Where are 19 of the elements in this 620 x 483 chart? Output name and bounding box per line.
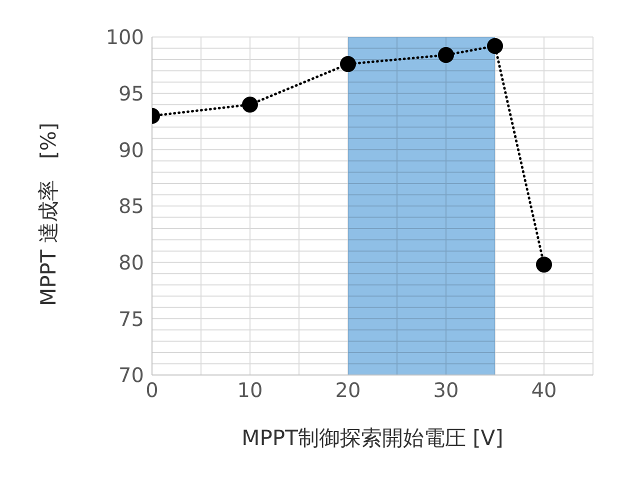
y-tick-label: 100 [106,25,144,50]
y-tick-label: 95 [118,81,144,106]
point [340,56,356,72]
point [438,47,454,64]
y-axis-title: MPPT 達成率 [%] [36,122,60,306]
y-tick-label: 75 [118,306,144,331]
point [242,96,258,113]
x-tick-label: 0 [146,378,158,402]
x-tick-label: 40 [531,378,557,402]
x-tick-label: 10 [237,378,263,402]
y-tick-label: 70 [118,363,144,388]
x-tick-label: 20 [335,378,361,402]
x-axis-title: MPPT制御探索開始電圧 [V] [242,426,504,450]
y-tick-label: 80 [118,250,144,274]
y-tick-label: 85 [118,194,144,218]
point [536,256,552,273]
x-tick-label: 30 [433,378,459,402]
y-tick-label: 90 [118,138,144,162]
point [487,38,503,54]
